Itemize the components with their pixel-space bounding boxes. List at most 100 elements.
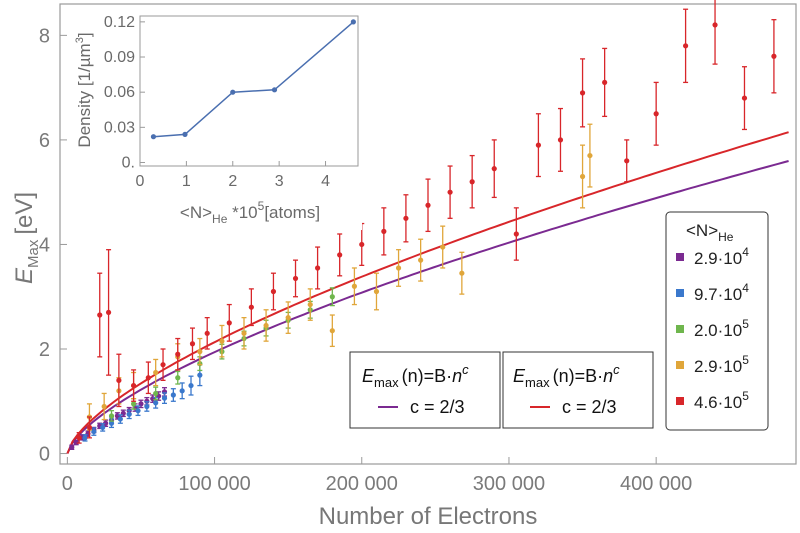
data-point xyxy=(469,179,475,185)
data-point xyxy=(97,312,103,318)
y-axis-title: EMax [eV] xyxy=(11,192,42,284)
inset-point xyxy=(150,134,157,140)
legend-swatch xyxy=(676,397,684,405)
data-points xyxy=(69,0,777,451)
y-tick-label: 4 xyxy=(39,234,50,256)
data-point xyxy=(712,22,718,28)
data-point xyxy=(535,142,542,148)
data-point xyxy=(175,375,181,381)
data-point xyxy=(771,53,777,59)
data-point xyxy=(513,231,519,237)
fit-box-purple-e: E xyxy=(362,366,375,386)
data-point xyxy=(189,341,196,347)
data-point xyxy=(292,275,299,282)
inset-x-title: <N>He *105[atoms] xyxy=(180,199,320,226)
inset-y-title: Density [1/µm3] xyxy=(74,32,94,147)
fit-box-purple-eq: (n)=B· xyxy=(402,366,453,386)
inset-point xyxy=(271,87,278,93)
legend-entry-label: 9.7·104 xyxy=(694,281,749,304)
data-point xyxy=(197,349,203,355)
inset-x-title-pre: <N> xyxy=(180,203,212,222)
inset-point xyxy=(230,89,236,95)
fit-box-red-exp: c xyxy=(613,362,620,377)
data-point xyxy=(653,111,659,117)
inset-point xyxy=(182,131,188,137)
legend-entry-label: 2.9·105 xyxy=(694,353,749,376)
inset-y-tick-label: 0.06 xyxy=(104,84,135,101)
data-point xyxy=(108,420,115,426)
data-point xyxy=(683,43,689,49)
inset-x-tick-label: 3 xyxy=(275,173,284,190)
data-point xyxy=(160,362,166,368)
inset-axis-ticks: 0 1 2 3 4 0. 0.03 0.06 0.09 0.12 xyxy=(104,14,330,190)
data-point xyxy=(145,375,151,381)
legend-swatch xyxy=(676,361,684,369)
fit-box-red: Emax (n)=B·nc c = 2/3 xyxy=(502,351,654,429)
data-point xyxy=(188,382,194,389)
data-point xyxy=(126,411,132,417)
inset-y-title-pre: Density [1/µm xyxy=(75,43,94,147)
y-axis-title-main: E xyxy=(11,267,38,284)
data-point xyxy=(197,372,203,378)
data-point xyxy=(161,395,168,401)
data-point xyxy=(138,401,144,407)
data-point xyxy=(153,400,159,406)
inset-y-tick-label: 0.09 xyxy=(104,49,135,66)
data-point xyxy=(315,265,321,271)
data-point xyxy=(459,270,465,276)
data-point xyxy=(381,228,387,234)
fit-box-purple-formula: Emax (n)=B·nc xyxy=(362,362,469,390)
data-point xyxy=(153,369,159,376)
inset-x-tick-label: 2 xyxy=(228,173,237,190)
data-point xyxy=(226,320,232,326)
fit-box-red-formula: Emax (n)=B·nc xyxy=(513,362,620,390)
data-point xyxy=(337,252,343,258)
inset-plot-frame xyxy=(139,15,359,167)
fit-box-purple-var: n xyxy=(452,366,462,386)
inset-x-tick-label: 4 xyxy=(321,173,330,190)
inset-point xyxy=(350,19,356,25)
data-point xyxy=(241,330,247,336)
inset-x-title-sup: 5 xyxy=(258,199,265,213)
data-point xyxy=(329,328,335,334)
x-tick-label: 200 000 xyxy=(326,473,398,495)
legend-title: <N>He xyxy=(686,221,734,244)
data-point xyxy=(175,351,181,357)
data-point xyxy=(86,424,93,431)
data-point xyxy=(587,152,593,159)
inset-y-tick-label: 0.12 xyxy=(104,14,135,31)
data-point xyxy=(447,189,453,195)
data-point xyxy=(105,309,112,316)
fit-box-red-curve: c = 2/3 xyxy=(562,397,617,417)
x-tick-label: 100 000 xyxy=(178,473,250,495)
data-point xyxy=(557,137,564,143)
y-tick-label: 2 xyxy=(39,339,50,361)
data-point xyxy=(418,257,424,263)
legend-entry-label: 4.6·105 xyxy=(694,389,749,412)
data-point xyxy=(131,382,137,389)
data-point xyxy=(135,408,141,414)
data-point xyxy=(144,403,150,410)
fit-curve xyxy=(66,131,789,454)
data-point xyxy=(150,396,156,402)
inset-y-tick-label: 0. xyxy=(122,154,135,171)
data-point xyxy=(579,90,586,96)
data-point xyxy=(219,338,225,344)
inset-y-title-sup: 3 xyxy=(74,37,86,43)
main-plot-frame xyxy=(59,3,797,465)
data-point xyxy=(103,420,109,426)
legend-frame xyxy=(665,211,769,431)
data-point xyxy=(179,388,185,394)
y-tick-label: 6 xyxy=(39,130,50,152)
data-point xyxy=(624,158,630,164)
legend-entries: 2.9·104 9.7·104 2.0·105 2.9·105 4.6·105 xyxy=(676,245,749,412)
data-point xyxy=(403,215,409,221)
data-point xyxy=(108,413,115,419)
legend-title-main: <N> xyxy=(686,221,718,240)
data-point xyxy=(307,301,313,308)
fit-curve xyxy=(66,160,789,454)
inset-x-title-sub: He xyxy=(212,212,228,226)
fit-box-red-e: E xyxy=(513,366,526,386)
y-tick-label: 8 xyxy=(39,25,50,47)
